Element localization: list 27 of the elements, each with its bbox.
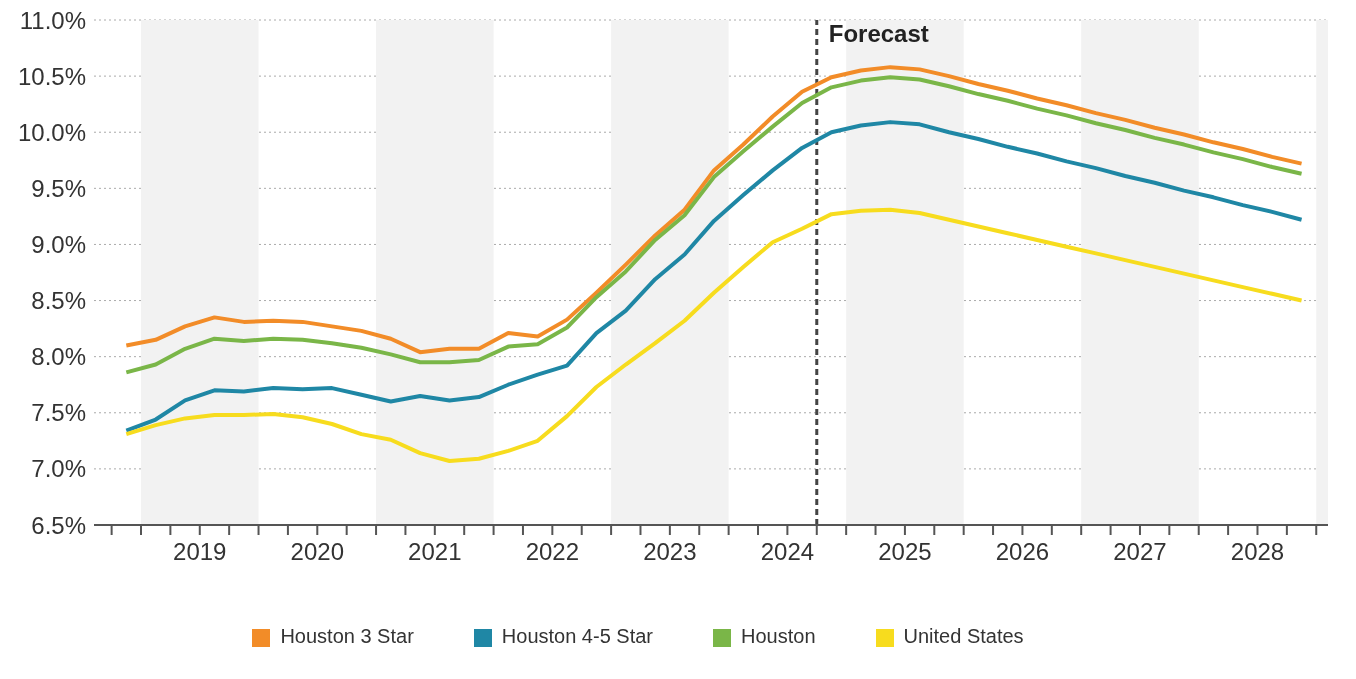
ref-line-label: Forecast — [828, 20, 929, 47]
y-tick-label: 10.5% — [17, 62, 86, 90]
legend-label: Houston 4-5 Star — [501, 625, 654, 647]
x-tick-label: 2024 — [760, 538, 815, 566]
legend-label: United States — [903, 625, 1024, 647]
x-tick-label: 2019 — [173, 538, 227, 566]
x-tick-label: 2021 — [408, 538, 462, 566]
legend-label: Houston — [741, 625, 816, 647]
x-tick-label: 2023 — [643, 538, 697, 566]
y-tick-label: 9.5% — [31, 174, 86, 202]
y-tick-label: 9.0% — [31, 230, 86, 258]
x-tick-label: 2026 — [995, 538, 1050, 566]
y-tick-label: 8.5% — [31, 287, 86, 315]
line-series — [124, 120, 1304, 433]
line-series — [124, 207, 1304, 464]
legend-label: Houston 3 Star — [280, 625, 414, 647]
x-tick-label: 2027 — [1113, 538, 1167, 566]
y-tick-label: 6.5% — [31, 511, 86, 539]
y-tick-label: 11.0% — [19, 6, 86, 34]
x-tick-label: 2020 — [290, 538, 344, 566]
y-tick-label: 7.0% — [31, 455, 86, 483]
y-tick-label: 7.5% — [31, 399, 86, 427]
y-tick-label: 10.0% — [17, 118, 86, 146]
x-tick-label: 2028 — [1230, 538, 1285, 566]
x-tick-label: 2022 — [525, 538, 580, 566]
y-tick-label: 8.0% — [31, 343, 86, 371]
x-tick-label: 2025 — [878, 538, 932, 566]
